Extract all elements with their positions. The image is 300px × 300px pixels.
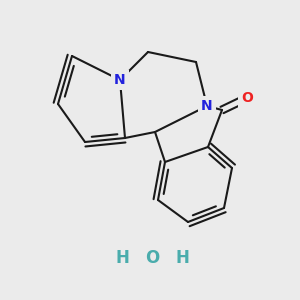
Text: O: O bbox=[241, 91, 253, 105]
Text: H: H bbox=[115, 249, 129, 267]
Text: H: H bbox=[175, 249, 189, 267]
Text: N: N bbox=[201, 99, 213, 113]
Text: N: N bbox=[114, 73, 126, 87]
Text: O: O bbox=[145, 249, 159, 267]
